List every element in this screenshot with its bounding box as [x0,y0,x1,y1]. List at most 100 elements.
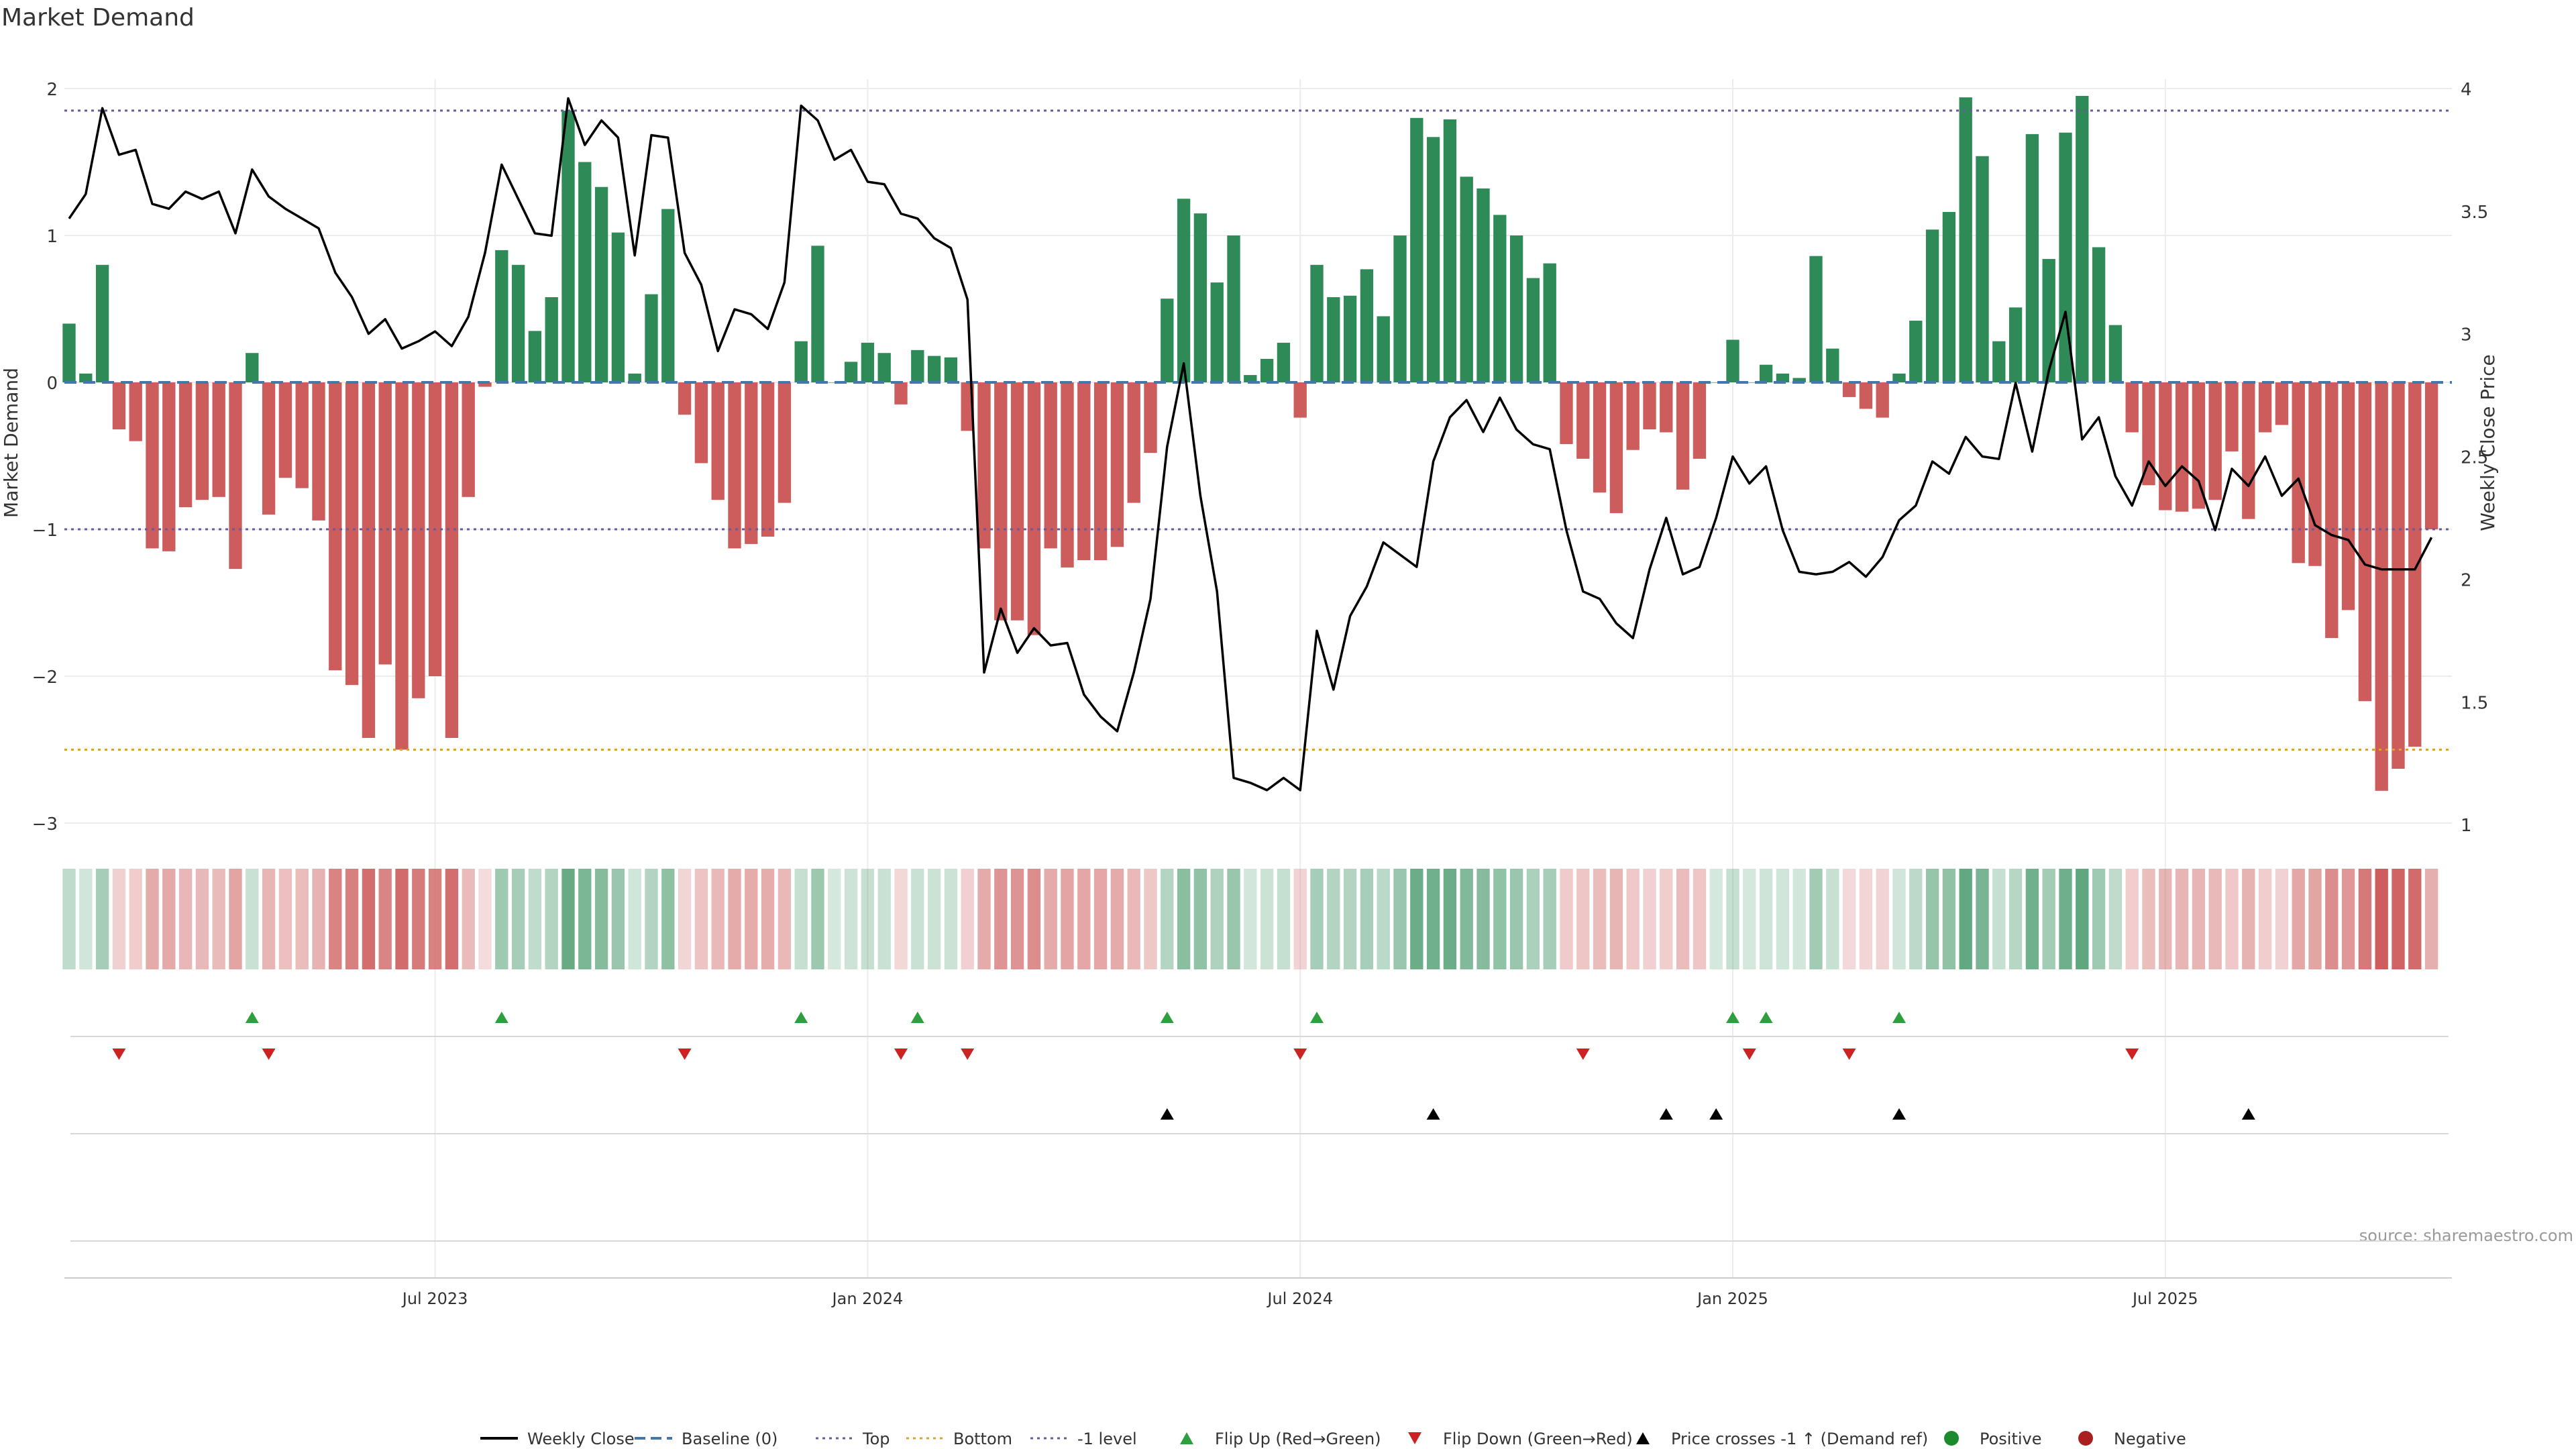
heat-cell [2242,869,2255,969]
demand-bar [246,353,259,382]
heat-cell [961,869,974,969]
flip-up-marker [794,1012,808,1023]
demand-bar [2142,382,2155,486]
demand-bar [2125,382,2139,433]
heat-cell [1327,869,1340,969]
heat-cell [1144,869,1157,969]
demand-bar [894,382,908,405]
heat-cell [1593,869,1607,969]
demand-bar [2008,307,2023,382]
demand-bar [1110,382,1124,547]
heat-cell [1044,869,1057,969]
left-tick-label: 1 [46,227,58,247]
demand-bar [1859,382,1873,409]
demand-bar [1576,382,1590,459]
demand-bar [2275,382,2289,425]
heat-cell [694,869,708,969]
demand-bar [1410,117,1424,383]
demand-bar [1161,299,1174,382]
price-cross-marker [1892,1108,1906,1120]
heat-cell [1976,869,1989,969]
demand-bar [295,382,309,488]
heat-cell [1560,869,1573,969]
heat-cell [229,869,242,969]
left-axis-label: Market Demand [0,368,22,518]
demand-bar [761,382,775,537]
demand-bar [1693,382,1707,459]
heat-cell [1477,869,1490,969]
heat-cell [1626,869,1640,969]
legend-symbol-positive [1944,1431,1959,1446]
demand-bar [1193,213,1208,382]
heat-cell [1393,869,1407,969]
heat-cell [1377,869,1390,969]
demand-bar [1826,348,1839,382]
demand-bar [178,382,193,508]
heat-cell [378,869,392,969]
heat-cell [246,869,259,969]
demand-bar [362,382,376,738]
flip-up-marker [1892,1012,1906,1023]
left-tick-label: 0 [46,374,58,394]
x-tick-label: Jul 2025 [2131,1289,2198,1308]
demand-bar [1776,373,1790,382]
heat-cell [1609,869,1623,969]
demand-bar [728,382,741,549]
demand-bar [329,382,342,671]
heat-cell [1493,869,1507,969]
heat-cell [1526,869,1540,969]
heat-cell [2341,869,2355,969]
heat-cell [1693,869,1707,969]
heat-cell [1942,869,1956,969]
flip-down-marker [262,1049,276,1060]
flip-down-marker [1293,1049,1307,1060]
demand-bar [1010,382,1024,621]
heat-cell [1277,869,1291,969]
heat-cell [1260,869,1274,969]
heat-cell [794,869,808,969]
heat-cell [1077,869,1091,969]
demand-bar [1643,382,1656,430]
right-axis-label: Weekly Close Price [2477,354,2499,531]
heat-cell [195,869,209,969]
heat-cell [2424,869,2438,969]
heat-cell [1210,869,1224,969]
heat-cell [977,869,991,969]
heat-cell [1792,869,1806,969]
heat-cell [2308,869,2322,969]
heat-cell [345,869,359,969]
heat-cell [1842,869,1856,969]
demand-bar [2392,382,2405,769]
demand-bar [1709,382,1723,383]
heat-cell [661,869,675,969]
demand-bar [944,357,958,382]
heat-cell [2175,869,2189,969]
demand-bar [1044,382,1057,549]
heat-cell [478,869,492,969]
right-tick-label: 2 [2461,570,2472,590]
heat-cell [2159,869,2172,969]
demand-bar [511,264,525,382]
demand-bar [395,382,409,750]
right-tick-label: 2.5 [2461,448,2488,468]
heat-cell [511,869,525,969]
demand-bar [495,250,508,382]
demand-bar [1460,176,1473,382]
reference-lines-layer [64,109,2452,751]
x-tick-label: Jul 2024 [1266,1289,1333,1308]
heat-cell [545,869,558,969]
demand-bar [1759,364,1773,382]
heat-cell [1360,869,1374,969]
demand-bar [2258,382,2272,433]
demand-bar [1327,297,1340,382]
legend-label: Baseline (0) [682,1430,777,1448]
heat-cell [445,869,459,969]
demand-bar [2076,95,2089,382]
heat-cell [362,869,376,969]
heat-cell [129,869,142,969]
demand-bar [594,186,608,382]
demand-bar [278,382,292,478]
flip-down-marker [1576,1049,1590,1060]
heat-cell [2042,869,2055,969]
demand-bar [1543,263,1556,382]
